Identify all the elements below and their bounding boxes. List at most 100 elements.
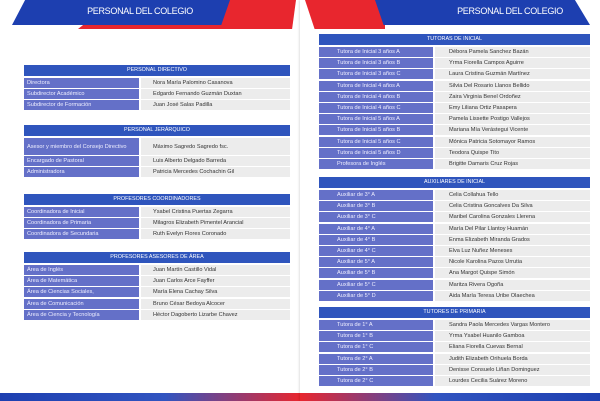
role-cell: Coordinadora de Secundaria (24, 229, 139, 240)
table-row: Auxiliar de 5° C Maritza Rivera Ogoña (319, 279, 590, 290)
table-header: PERSONAL DIRECTIVO (24, 65, 290, 76)
role-cell: Tutora de 1° C (319, 342, 433, 353)
name-cell: Pamela Lissette Postigo Vallejos (435, 114, 590, 125)
staff-table: TUTORES DE PRIMARIA Tutora de 1° A Sandra … (319, 307, 590, 387)
left-page: PERSONAL DEL COLEGIO PERSONAL DIRECTIVO D… (0, 0, 300, 401)
table-row: Coordinadora de Primaria Milagros Elizabe… (24, 218, 290, 229)
table-row: Coordinadora de Secundaria Ruth Evelyn Fl… (24, 229, 290, 240)
table-row: Tutora de Inicial 5 años D Teodora Quispe… (319, 147, 590, 158)
role-cell: Auxiliar de 3° A (319, 190, 433, 200)
role-cell: Subdirector Académico (24, 89, 139, 100)
banner-red-block (218, 0, 296, 29)
table-row: Tutora de 1° C Eliana Fiorella Cuevas Ber… (319, 342, 590, 353)
name-cell: Mónica Patricia Sotomayor Ramos (435, 136, 590, 147)
name-cell: Bruno César Bedoya Alcocer (141, 298, 290, 309)
role-cell: Área de Ciencia y Tecnología (24, 309, 139, 320)
name-cell: Débora Pamela Sanchez Bazán (435, 47, 590, 57)
name-cell: Laura Cristina Guzmán Martínez (435, 69, 590, 80)
table-row: Auxiliar de 5° B Ana Margot Quispe Simón (319, 268, 590, 279)
name-cell: Judith Elizabeth Orihuela Borda (435, 353, 590, 364)
table-row: Tutora de Inicial 3 años B Yrma Fiorella … (319, 58, 590, 69)
name-cell: Brigitte Damaris Cruz Rojas (435, 158, 590, 169)
name-cell: Zaira Virginia Benel Ordoñez (435, 91, 590, 102)
table-row: Subdirector Académico Edgardo Fernando Gu… (24, 89, 290, 100)
role-cell: Tutora de Inicial 5 años A (319, 114, 433, 125)
name-cell: Celia Collahua Tello (435, 190, 590, 200)
table-row: Encargado de Pastoral Luis Alberto Delgad… (24, 156, 290, 167)
table-row: Tutora de 1° A Sandra Paola Mercedes Varg… (319, 320, 590, 330)
role-cell: Tutora de Inicial 4 años A (319, 80, 433, 91)
name-cell: Ana Margot Quispe Simón (435, 268, 590, 279)
role-cell: Tutora de Inicial 5 años C (319, 136, 433, 147)
name-cell: Denisse Consuelo Liñan Dominguez (435, 364, 590, 375)
role-cell: Tutora de Inicial 3 años C (319, 69, 433, 80)
table-row: Tutora de Inicial 3 años A Débora Pamela … (319, 47, 590, 57)
table-row: Tutora de Inicial 3 años C Laura Cristina… (319, 69, 590, 80)
staff-table: PROFESORES COORDINADORES Coordinadora de … (24, 194, 290, 241)
role-cell: Tutora de 2° B (319, 364, 433, 375)
role-cell: Auxiliar de 5° B (319, 268, 433, 279)
role-cell: Administradora (24, 167, 139, 178)
table-row: Subdirector de Formación Juan José Salas … (24, 100, 290, 111)
name-cell: Héctor Dagoberto Lizarbe Chavez (141, 309, 290, 320)
role-cell: Coordinadora de Primaria (24, 218, 139, 229)
name-cell: Yrma Fiorella Campos Aguirre (435, 58, 590, 69)
role-cell: Auxiliar de 5° C (319, 279, 433, 290)
staff-table: PERSONAL JERÁRQUICO Asesor y miembro del … (24, 125, 290, 179)
name-cell: Silvia Del Rosario Llanos Bellido (435, 80, 590, 91)
table-row: Auxiliar de 3° C Maribel Carolina Gonzale… (319, 212, 590, 223)
role-cell: Tutora de Inicial 3 años B (319, 58, 433, 69)
role-cell: Directora (24, 78, 139, 88)
table-row: Tutora de 1° B Yrma Ysabel Huanilo Gamboa (319, 331, 590, 342)
role-cell: Auxiliar de 3° B (319, 201, 433, 212)
table-row: Tutora de Inicial 5 años B Mariana Mía Ve… (319, 125, 590, 136)
role-cell: Coordinadora de Inicial (24, 207, 139, 217)
name-cell: Eliana Fiorella Cuevas Bernal (435, 342, 590, 353)
staff-table: AUXILIARES DE INICIAL Auxiliar de 3° A Cel… (319, 177, 590, 302)
table-row: Auxiliar de 3° A Celia Collahua Tello (319, 190, 590, 200)
table-row: Auxiliar de 4° A María Del Pilar Llantoy … (319, 223, 590, 234)
table-row: Auxiliar de 4° B Enma Elizabeth Miranda G… (319, 234, 590, 245)
name-cell: Emy Liliana Ortiz Pasapera (435, 102, 590, 113)
name-cell: Juan Martín Castillo Vidal (141, 265, 290, 275)
name-cell: Máximo Sagredo Sagredo fsc. (141, 138, 290, 155)
table-row: Coordinadora de Inicial Ysabel Cristina P… (24, 207, 290, 217)
role-cell: Auxiliar de 5° D (319, 290, 433, 301)
role-cell: Auxiliar de 5° A (319, 257, 433, 268)
banner-red-block (305, 0, 385, 29)
role-cell: Área de Matemática (24, 276, 139, 287)
name-cell: María Del Pilar Llantoy Huamán (435, 223, 590, 234)
table-row: Tutora de 2° C Lourdes Cecilia Suárez Mor… (319, 375, 590, 386)
table-row: Área de Inglés Juan Martín Castillo Vidal (24, 265, 290, 275)
banner-blue (12, 0, 230, 25)
role-cell: Auxiliar de 4° A (319, 223, 433, 234)
table-header: PROFESORES ASESORES DE ÁREA (24, 252, 290, 263)
role-cell: Profesora de Inglés (319, 158, 433, 169)
role-cell: Auxiliar de 4° C (319, 245, 433, 256)
name-cell: Mariana Mía Verástegui Vicente (435, 125, 590, 136)
name-cell: Aida María Teresa Uribe Olaechea (435, 290, 590, 301)
role-cell: Subdirector de Formación (24, 100, 139, 111)
table-row: Asesor y miembro del Consejo Directivo Má… (24, 138, 290, 155)
table-row: Directora Nora María Palomino Casanova (24, 78, 290, 88)
table-row: Tutora de Inicial 5 años C Mónica Patrici… (319, 136, 590, 147)
role-cell: Tutora de Inicial 3 años A (319, 47, 433, 57)
table-header: TUTORES DE PRIMARIA (319, 307, 590, 318)
role-cell: Tutora de Inicial 4 años B (319, 91, 433, 102)
table-row: Tutora de Inicial 4 años C Emy Liliana Or… (319, 102, 590, 113)
role-cell: Tutora de 1° B (319, 331, 433, 342)
role-cell: Área de Ciencias Sociales, (24, 287, 139, 298)
role-cell: Tutora de Inicial 5 años D (319, 147, 433, 158)
table-row: Tutora de 2° A Judith Elizabeth Orihuela … (319, 353, 590, 364)
name-cell: Teodora Quispe Tito (435, 147, 590, 158)
name-cell: Enma Elizabeth Miranda Grados (435, 234, 590, 245)
table-row: Área de Comunicación Bruno César Bedoya A… (24, 298, 290, 309)
name-cell: Patricia Mercedes Cochachin Gil (141, 167, 290, 178)
table-row: Área de Matemática Juan Carlos Arce Fayff… (24, 276, 290, 287)
staff-table: PROFESORES ASESORES DE ÁREA Área de Inglé… (24, 252, 290, 321)
table-header: PERSONAL JERÁRQUICO (24, 125, 290, 136)
name-cell: Edgardo Fernando Guzmán Duxtan (141, 89, 290, 100)
table-header: TUTORAS DE INICIAL (319, 34, 590, 45)
right-page: PERSONAL DEL COLEGIO TUTORAS DE INICIAL T… (300, 0, 600, 401)
name-cell: Nicole Karolina Pazos Urrutia (435, 257, 590, 268)
